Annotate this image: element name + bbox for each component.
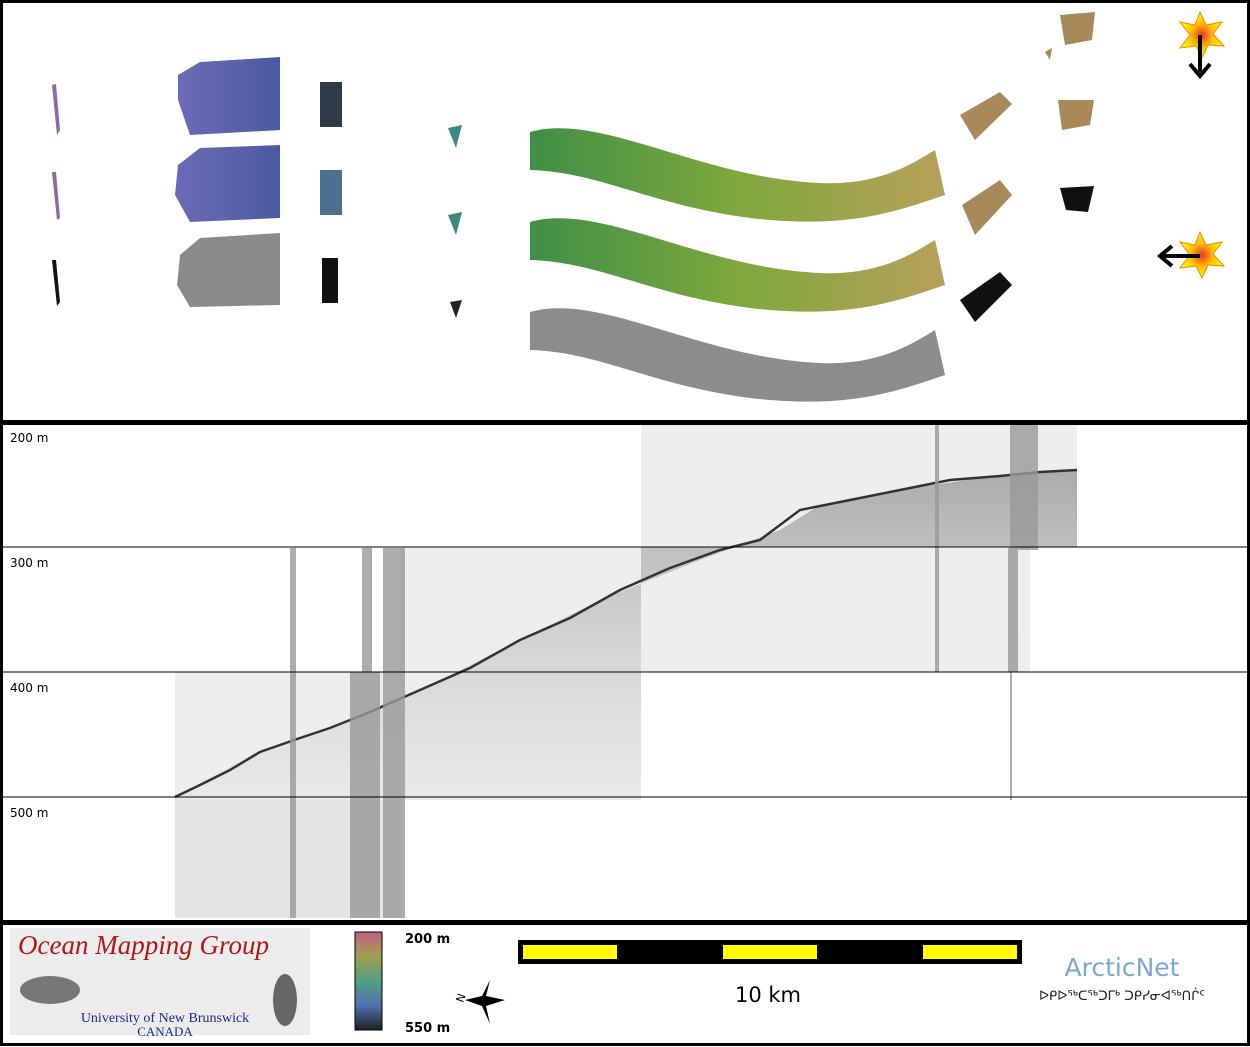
partner-name: ArcticNet	[1065, 953, 1180, 982]
profile-panel: 200 m 300 m 400 m 500 m	[0, 422, 1250, 923]
logo-title: Ocean Mapping Group	[18, 930, 269, 960]
depth-label: 500 m	[10, 806, 48, 820]
map-panel	[0, 0, 1250, 423]
sun-icon	[1156, 230, 1226, 280]
logo-university: University of New Brunswick	[81, 1011, 249, 1026]
color-scale-top: 200 m	[405, 932, 450, 947]
ocean-mapping-logo: Ocean Mapping Group University of New Br…	[10, 928, 310, 1039]
depth-label: 300 m	[10, 556, 48, 570]
footer: Ocean Mapping Group University of New Br…	[0, 922, 1250, 1046]
logo-country: CANADA	[137, 1024, 193, 1039]
partner-syllabics: ᐅᑭᐅᖅᑕᖅᑐᒥᒃ ᑐᑭᓯᓂᐊᖅᑎᒌᑦ	[1039, 987, 1205, 1004]
scale-bar: 10 km	[518, 940, 1022, 1007]
sun-icon	[1178, 10, 1226, 80]
scale-bar-label: 10 km	[735, 983, 801, 1007]
depth-label: 400 m	[10, 681, 48, 695]
color-scale-bottom: 550 m	[405, 1021, 450, 1036]
depth-label: 200 m	[10, 431, 48, 445]
color-scale	[354, 931, 383, 1031]
